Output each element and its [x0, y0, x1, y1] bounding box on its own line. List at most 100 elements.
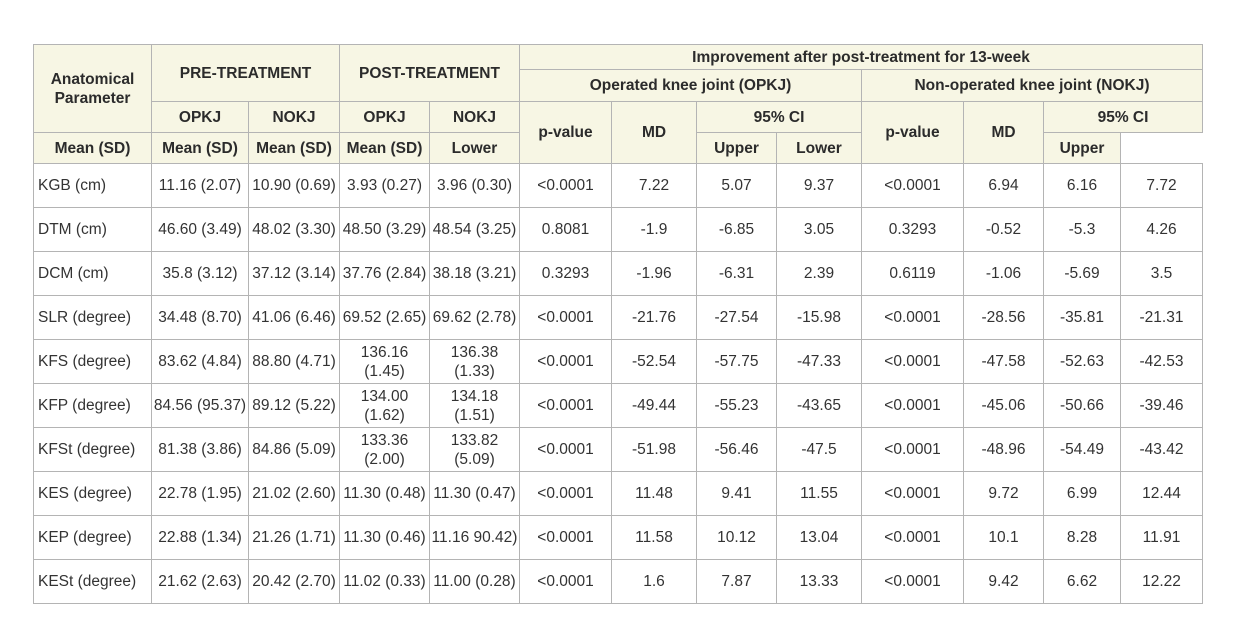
pre-nokj-cell: 89.12 (5.22): [248, 383, 340, 428]
non-md-cell: 9.42: [963, 559, 1044, 604]
non-md-cell: -47.58: [963, 339, 1044, 384]
parameter-cell: SLR (degree): [33, 295, 152, 340]
op-upper-cell: 13.33: [776, 559, 862, 604]
post-nokj-cell: 38.18 (3.21): [429, 251, 520, 296]
op-p-value-cell: 0.8081: [519, 207, 612, 252]
op-lower-cell: 7.87: [696, 559, 777, 604]
header-post-opkj: OPKJ: [339, 101, 430, 133]
non-upper-cell: 12.44: [1120, 471, 1203, 516]
parameter-cell: DCM (cm): [33, 251, 152, 296]
non-upper-cell: 7.72: [1120, 163, 1203, 208]
pre-opkj-cell: 84.56 (95.37): [151, 383, 249, 428]
post-opkj-cell: 134.00 (1.62): [339, 383, 430, 428]
pre-opkj-cell: 11.16 (2.07): [151, 163, 249, 208]
parameter-cell: DTM (cm): [33, 207, 152, 252]
post-nokj-cell: 133.82 (5.09): [429, 427, 520, 472]
op-md-cell: 11.58: [611, 515, 697, 560]
op-md-cell: -1.96: [611, 251, 697, 296]
op-upper-cell: -43.65: [776, 383, 862, 428]
op-md-cell: -51.98: [611, 427, 697, 472]
non-lower-cell: 6.62: [1043, 559, 1121, 604]
header-pre-opkj-mean: Mean (SD): [33, 132, 152, 164]
op-lower-cell: 10.12: [696, 515, 777, 560]
non-p-value-cell: 0.6119: [861, 251, 964, 296]
non-md-cell: -1.06: [963, 251, 1044, 296]
non-lower-cell: -50.66: [1043, 383, 1121, 428]
header-op-md: MD: [611, 101, 697, 164]
op-p-value-cell: 0.3293: [519, 251, 612, 296]
op-p-value-cell: <0.0001: [519, 515, 612, 560]
pre-nokj-cell: 37.12 (3.14): [248, 251, 340, 296]
op-upper-cell: -47.33: [776, 339, 862, 384]
pre-opkj-cell: 21.62 (2.63): [151, 559, 249, 604]
pre-opkj-cell: 34.48 (8.70): [151, 295, 249, 340]
non-md-cell: -0.52: [963, 207, 1044, 252]
header-post-opkj-mean: Mean (SD): [248, 132, 340, 164]
op-upper-cell: 13.04: [776, 515, 862, 560]
op-lower-cell: -56.46: [696, 427, 777, 472]
op-upper-cell: 2.39: [776, 251, 862, 296]
post-opkj-cell: 11.30 (0.48): [339, 471, 430, 516]
non-lower-cell: -5.3: [1043, 207, 1121, 252]
header-improvement: Improvement after post-treatment for 13-…: [519, 44, 1203, 70]
header-op-lower: Lower: [429, 132, 520, 164]
post-opkj-cell: 48.50 (3.29): [339, 207, 430, 252]
pre-nokj-cell: 10.90 (0.69): [248, 163, 340, 208]
op-lower-cell: -6.31: [696, 251, 777, 296]
parameter-cell: KFSt (degree): [33, 427, 152, 472]
pre-opkj-cell: 46.60 (3.49): [151, 207, 249, 252]
pre-opkj-cell: 81.38 (3.86): [151, 427, 249, 472]
header-operated-knee-joint: Operated knee joint (OPKJ): [519, 69, 862, 102]
table-row: KESt (degree) 21.62 (2.63) 20.42 (2.70) 11.…: [33, 559, 1203, 604]
header-anatomical-parameter: Anatomical Parameter: [33, 44, 152, 133]
non-md-cell: -28.56: [963, 295, 1044, 340]
post-opkj-cell: 136.16 (1.45): [339, 339, 430, 384]
op-lower-cell: -55.23: [696, 383, 777, 428]
post-opkj-cell: 11.30 (0.46): [339, 515, 430, 560]
non-lower-cell: -52.63: [1043, 339, 1121, 384]
pre-nokj-cell: 21.26 (1.71): [248, 515, 340, 560]
op-md-cell: 11.48: [611, 471, 697, 516]
non-upper-cell: 11.91: [1120, 515, 1203, 560]
post-nokj-cell: 134.18 (1.51): [429, 383, 520, 428]
post-nokj-cell: 48.54 (3.25): [429, 207, 520, 252]
pre-nokj-cell: 21.02 (2.60): [248, 471, 340, 516]
parameter-cell: KESt (degree): [33, 559, 152, 604]
non-md-cell: 10.1: [963, 515, 1044, 560]
op-upper-cell: 3.05: [776, 207, 862, 252]
pre-opkj-cell: 83.62 (4.84): [151, 339, 249, 384]
parameter-cell: KFS (degree): [33, 339, 152, 384]
op-md-cell: -49.44: [611, 383, 697, 428]
header-non-md: MD: [963, 101, 1044, 164]
op-lower-cell: -27.54: [696, 295, 777, 340]
non-lower-cell: 6.99: [1043, 471, 1121, 516]
post-opkj-cell: 37.76 (2.84): [339, 251, 430, 296]
non-upper-cell: -39.46: [1120, 383, 1203, 428]
post-nokj-cell: 11.16 90.42): [429, 515, 520, 560]
header-non-ci: 95% CI: [1043, 101, 1203, 133]
op-p-value-cell: <0.0001: [519, 163, 612, 208]
non-upper-cell: -21.31: [1120, 295, 1203, 340]
header-pre-nokj-mean: Mean (SD): [151, 132, 249, 164]
op-upper-cell: -47.5: [776, 427, 862, 472]
non-lower-cell: 8.28: [1043, 515, 1121, 560]
results-table: Anatomical Parameter PRE-TREATMENT POST-…: [33, 44, 1203, 604]
header-post-nokj-mean: Mean (SD): [339, 132, 430, 164]
non-p-value-cell: <0.0001: [861, 427, 964, 472]
op-p-value-cell: <0.0001: [519, 295, 612, 340]
non-p-value-cell: <0.0001: [861, 295, 964, 340]
pre-opkj-cell: 22.88 (1.34): [151, 515, 249, 560]
non-upper-cell: -43.42: [1120, 427, 1203, 472]
post-nokj-cell: 3.96 (0.30): [429, 163, 520, 208]
table-row: KEP (degree) 22.88 (1.34) 21.26 (1.71) 11.3…: [33, 515, 1203, 560]
header-pre-treatment: PRE-TREATMENT: [151, 44, 340, 102]
op-lower-cell: -57.75: [696, 339, 777, 384]
header-non-lower: Lower: [776, 132, 862, 164]
non-md-cell: 9.72: [963, 471, 1044, 516]
table-row: DCM (cm) 35.8 (3.12) 37.12 (3.14) 37.76 (2.…: [33, 251, 1203, 296]
header-pre-nokj: NOKJ: [248, 101, 340, 133]
non-upper-cell: 3.5: [1120, 251, 1203, 296]
header-op-ci: 95% CI: [696, 101, 862, 133]
pre-nokj-cell: 84.86 (5.09): [248, 427, 340, 472]
pre-opkj-cell: 35.8 (3.12): [151, 251, 249, 296]
